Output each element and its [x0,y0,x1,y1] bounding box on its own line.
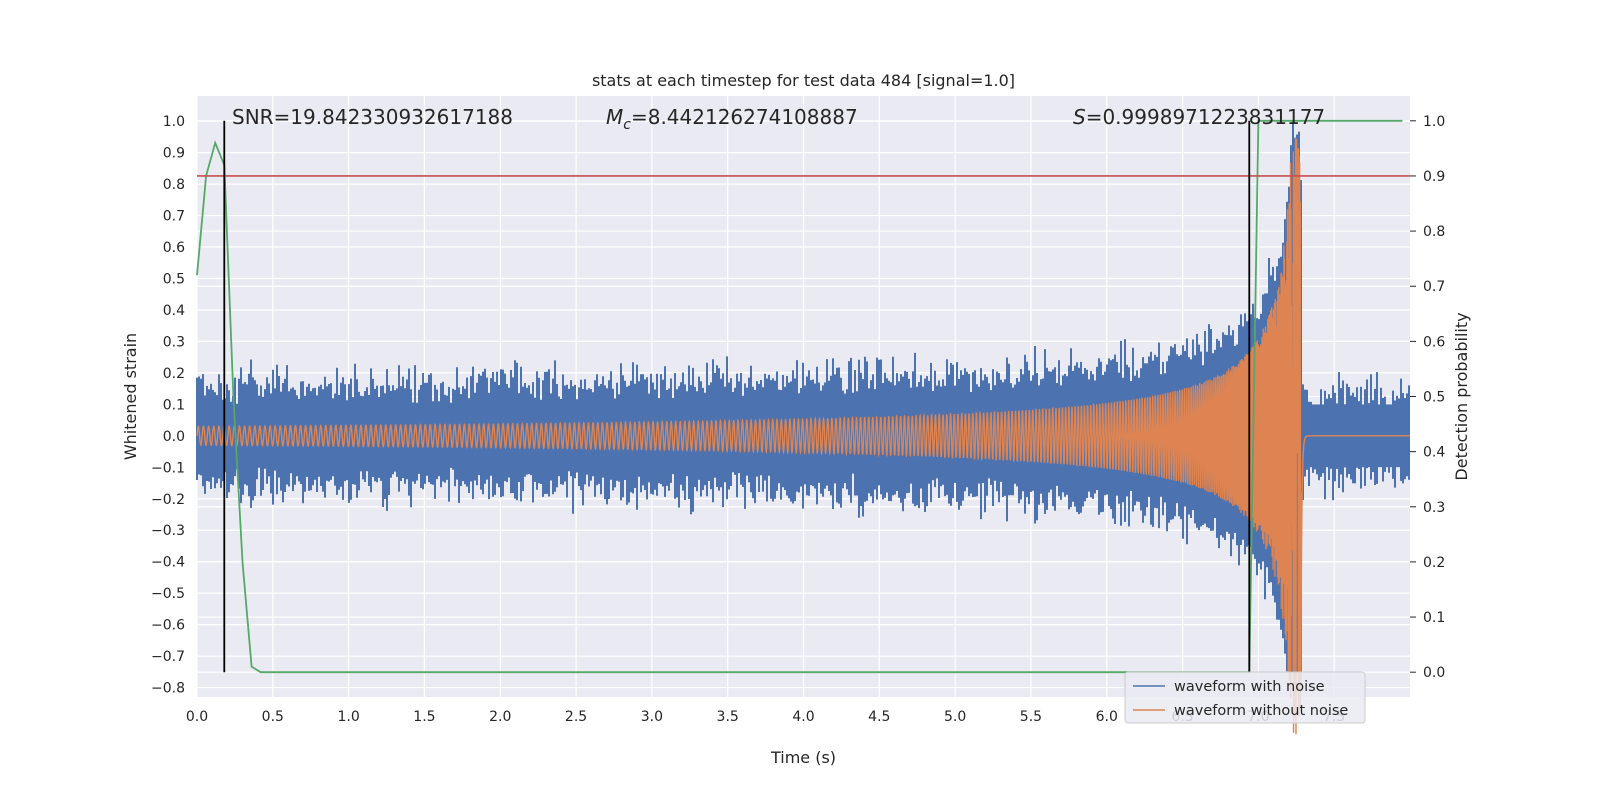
y-tick-label: −0.5 [151,586,185,602]
y-tick-label: 0.2 [163,366,185,382]
snr-annotation: SNR=19.842330932617188 [232,105,513,129]
y-tick-label: 0.5 [163,272,185,288]
y-tick-label: −0.2 [151,492,185,508]
y-tick-label: 0.8 [163,177,185,193]
y-tick-label: −0.4 [151,555,185,571]
x-axis-label: Time (s) [770,748,836,767]
y2-tick-label: 0.0 [1423,665,1445,681]
y-tick-label: −0.7 [151,649,185,665]
x-tick-label: 6.0 [1096,709,1118,725]
x-tick-label: 4.0 [792,709,814,725]
mc-symbol: M [606,105,623,129]
s-value: =0.9998971223831177 [1086,105,1325,129]
y-tick-label: 0.4 [163,303,185,319]
x-tick-label: 5.0 [944,709,966,725]
series-waveform-without-noise [196,137,1410,735]
x-tick-label: 2.0 [489,709,511,725]
legend-box [1124,671,1366,724]
y2-tick-label: 0.2 [1423,555,1445,571]
y2-tick-label: 0.4 [1423,445,1445,461]
y-tick-label: 0.0 [163,429,185,445]
y-tick-label: 0.9 [163,146,185,162]
x-tick-label: 3.0 [641,709,663,725]
y2-tick-label: 0.5 [1423,390,1445,406]
x-tick-label: 5.5 [1020,709,1042,725]
chart-title: stats at each timestep for test data 484… [592,71,1015,90]
clean-trace [196,137,1410,735]
x-tick-label: 1.0 [337,709,359,725]
y2-axis-label: Detection probability [1452,312,1471,480]
y2-tick-label: 0.6 [1423,334,1445,350]
x-tick-label: 3.5 [717,709,739,725]
vertical-markers [223,120,1251,673]
mc-value: =8.442126274108887 [631,105,858,129]
y-tick-label: 0.7 [163,209,185,225]
y2-tick-label: 0.8 [1423,224,1445,240]
s-symbol: S [1073,105,1086,129]
y-tick-label: −0.6 [151,618,185,634]
y-tick-label: 0.1 [163,397,185,413]
y2-axis-ticks: 1.0 0.9 0.8 0.7 0.6 0.5 0.4 0.3 0.2 0.1 0.0 [1410,114,1445,681]
y-tick-label: −0.1 [151,460,185,476]
score-annotation: S=0.9998971223831177 [1073,105,1325,129]
mc-subscript: c [623,117,631,133]
y2-tick-label: 1.0 [1423,114,1445,130]
probability-trace [196,119,1403,674]
y-tick-label: 0.3 [163,334,185,350]
chirp-mass-annotation: Mc=8.442126274108887 [606,105,858,133]
y-tick-label: 0.6 [163,240,185,256]
y-axis-label: Whitened strain [121,333,140,460]
y2-tick-label: 0.9 [1423,169,1445,185]
x-tick-label: 2.5 [565,709,587,725]
y2-tick-label: 0.7 [1423,279,1445,295]
x-tick-label: 4.5 [868,709,890,725]
y-axis-ticks: 1.0 0.9 0.8 0.7 0.6 0.5 0.4 0.3 0.2 0.1 0.0 −0.1 −0.… [151,114,185,696]
x-tick-label: 0.0 [186,709,208,725]
legend-label-noise: waveform with noise [1174,679,1325,695]
y-tick-label: 1.0 [163,114,185,130]
series-detection-probability [196,119,1403,674]
legend: waveform with noise waveform without noi… [1124,671,1366,724]
x-tick-label: 0.5 [262,709,284,725]
y-tick-label: −0.8 [151,681,185,697]
legend-label-clean: waveform without noise [1174,703,1348,719]
y-tick-label: −0.3 [151,523,185,539]
x-tick-label: 1.5 [413,709,435,725]
y2-tick-label: 0.3 [1423,500,1445,516]
y2-tick-label: 0.1 [1423,610,1445,626]
